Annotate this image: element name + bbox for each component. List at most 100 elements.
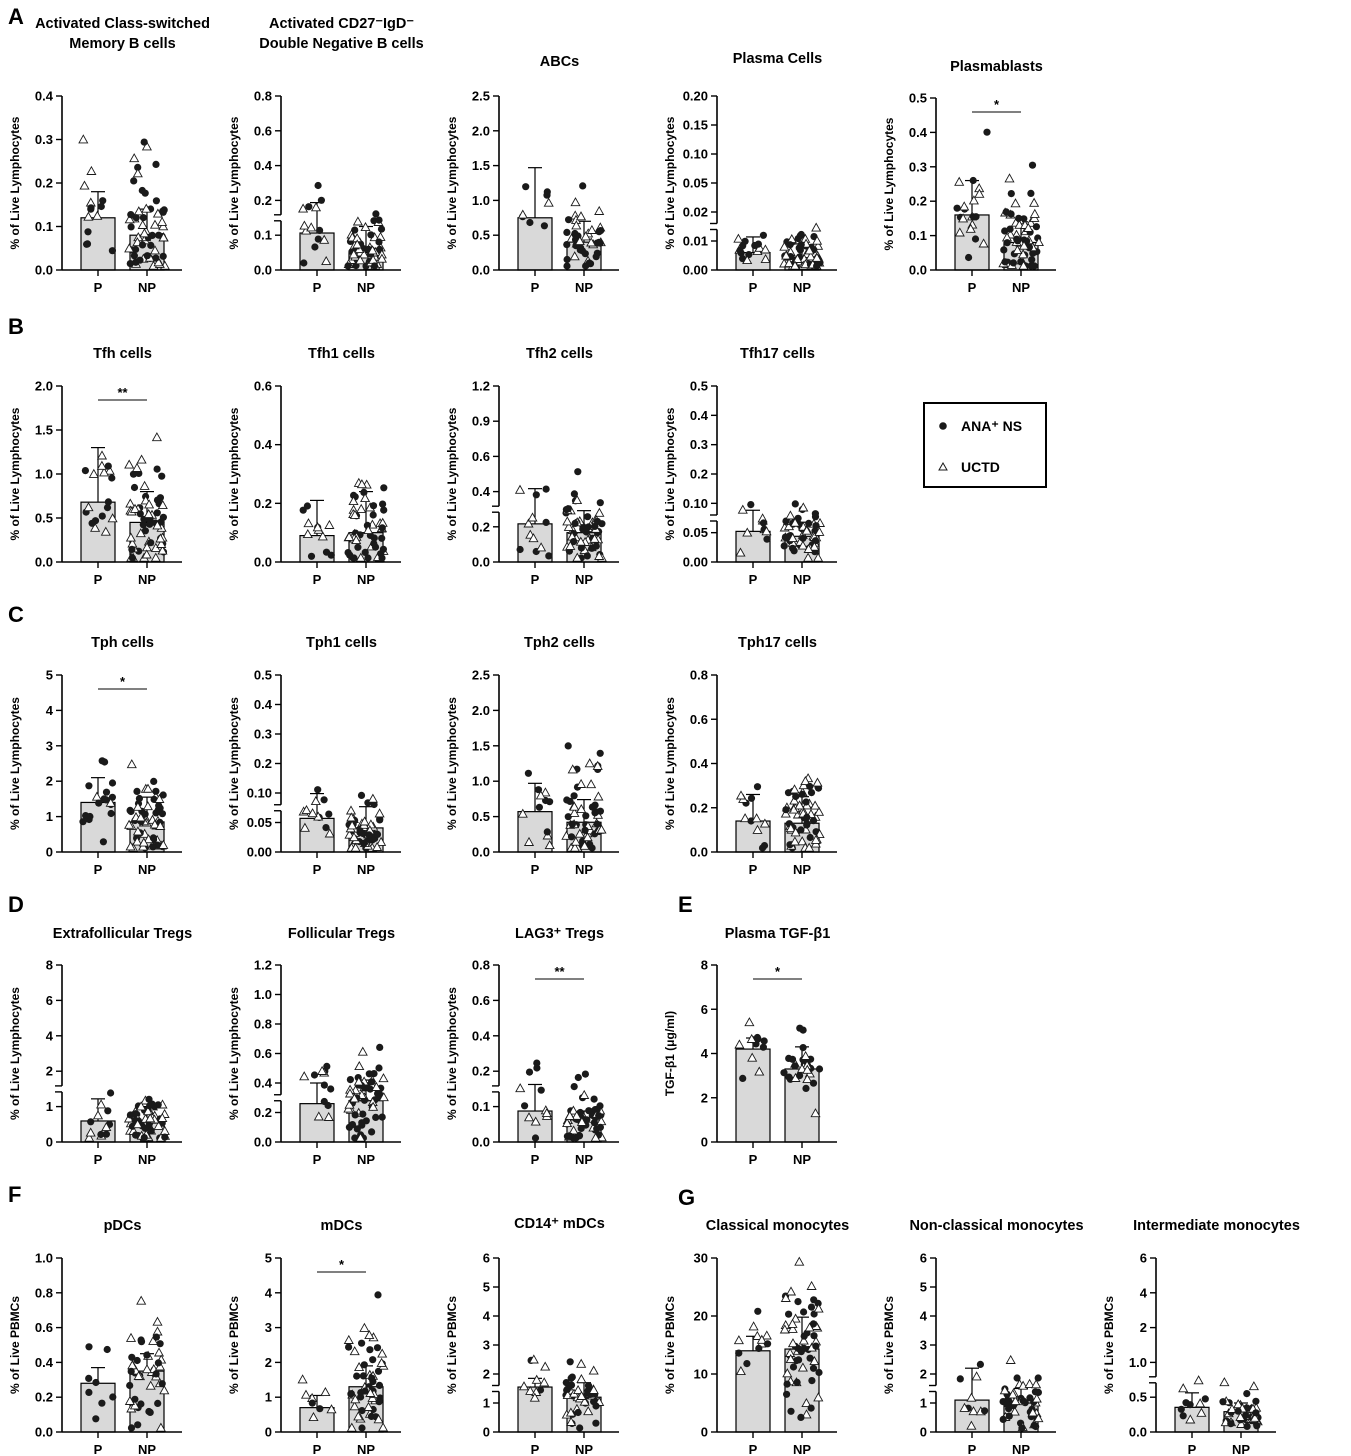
point-ana-ns: [570, 490, 579, 498]
point-ana-ns: [1009, 259, 1018, 267]
point-ana-ns: [155, 231, 163, 239]
point-ana-ns: [128, 545, 136, 554]
point-uctd: [514, 484, 526, 494]
point-ana-ns: [812, 1342, 820, 1350]
legend-marker-open-triangle: [938, 461, 948, 471]
point-uctd: [779, 241, 790, 251]
point-uctd: [351, 534, 362, 545]
x-tick-label-np: NP: [575, 572, 593, 587]
x-tick-label-np: NP: [575, 862, 593, 877]
point-uctd: [1029, 197, 1040, 207]
point-ana-ns: [563, 1385, 571, 1393]
chart-f2: mDCs % of Live PBMCs 0 1 2 3 4 5 P NP *: [227, 1218, 401, 1456]
point-ana-ns: [369, 502, 378, 510]
point-uctd: [562, 1117, 573, 1128]
point-ana-ns: [81, 467, 89, 475]
point-uctd: [372, 841, 383, 851]
point-uctd: [136, 454, 147, 464]
x-tick-label-p: P: [313, 1152, 322, 1167]
point-uctd: [143, 508, 154, 519]
point-ana-ns: [310, 1071, 319, 1079]
point-uctd: [129, 1400, 140, 1410]
point-ana-ns: [354, 543, 362, 551]
point-ana-ns: [593, 1125, 601, 1133]
point-ana-ns: [543, 191, 551, 199]
point-uctd: [324, 519, 335, 529]
point-ana-ns: [85, 1343, 93, 1351]
point-ana-ns: [344, 262, 352, 270]
y-axis-title: % of Live Lymphocytes: [227, 697, 241, 830]
point-ana-ns: [361, 1387, 369, 1395]
point-ana-ns: [380, 484, 388, 492]
point-ana-ns: [148, 1100, 156, 1108]
y-tick-label: 0.3: [690, 437, 708, 452]
point-uctd: [297, 1374, 308, 1384]
point-ana-ns: [522, 183, 530, 191]
point-ana-ns: [104, 462, 112, 470]
chart-title-line: CD14⁺ mDCs: [514, 1216, 605, 1232]
chart-d1: Extrafollicular Tregs % of Live Lymphocyt…: [8, 926, 192, 1167]
point-ana-ns: [794, 1298, 802, 1306]
point-uctd: [800, 1050, 811, 1060]
point-ana-ns: [99, 197, 107, 205]
point-ana-ns: [591, 801, 599, 809]
point-uctd: [313, 1111, 324, 1121]
chart-title: Tfh2 cells: [526, 346, 593, 362]
point-ana-ns: [325, 810, 333, 818]
point-uctd: [754, 1066, 765, 1076]
point-uctd: [141, 203, 152, 213]
point-uctd: [92, 210, 103, 220]
point-uctd: [155, 533, 166, 543]
point-uctd: [797, 540, 808, 550]
point-ana-ns: [588, 844, 596, 852]
point-uctd: [1185, 1414, 1196, 1424]
point-ana-ns: [126, 1111, 134, 1119]
point-uctd: [756, 1334, 767, 1344]
point-uctd: [133, 1370, 144, 1380]
point-ana-ns: [152, 787, 160, 795]
point-uctd: [593, 791, 604, 801]
point-ana-ns: [85, 1374, 93, 1382]
y-tick-label: 0.4: [254, 437, 273, 452]
point-uctd: [153, 1120, 164, 1130]
y-tick-label: 1.0: [472, 193, 490, 208]
point-ana-ns: [140, 138, 148, 146]
axis-break-gap: [60, 1085, 64, 1092]
point-uctd: [303, 518, 314, 528]
significance-label: *: [339, 1257, 345, 1272]
y-tick-label: 0.0: [690, 845, 708, 860]
point-uctd: [571, 1110, 582, 1120]
point-uctd: [563, 521, 574, 531]
chart-title-line: Tph17 cells: [738, 635, 817, 651]
point-ana-ns: [358, 1407, 366, 1415]
y-tick-label: 0.0: [472, 263, 490, 278]
point-uctd: [363, 1401, 374, 1411]
point-uctd: [157, 545, 168, 555]
point-ana-ns: [360, 488, 368, 496]
point-ana-ns: [763, 535, 771, 543]
chart-c3: Tph2 cells % of Live Lymphocytes 0.0 0.5 1.0…: [445, 635, 619, 877]
point-ana-ns: [370, 800, 378, 809]
y-tick-label: 6: [701, 1002, 708, 1017]
point-uctd: [801, 1397, 812, 1408]
y-tick-label: 2: [46, 1064, 53, 1079]
point-ana-ns: [806, 833, 814, 842]
point-uctd: [132, 826, 143, 836]
point-uctd: [368, 1101, 379, 1111]
point-ana-ns: [141, 1124, 149, 1132]
point-ana-ns: [793, 1378, 801, 1386]
point-uctd: [1031, 1393, 1042, 1403]
point-ana-ns: [797, 230, 805, 239]
y-tick-label: 0.4: [472, 1028, 491, 1043]
y-tick-label: 0.05: [683, 525, 708, 540]
point-ana-ns: [592, 1419, 600, 1427]
y-tick-label: 0.2: [254, 193, 272, 208]
x-tick-label-p: P: [749, 1152, 758, 1167]
point-ana-ns: [376, 816, 384, 824]
point-ana-ns: [127, 223, 135, 231]
point-ana-ns: [109, 1393, 117, 1401]
point-uctd: [357, 1046, 368, 1056]
y-tick-label: 0.0: [254, 263, 272, 278]
point-ana-ns: [314, 786, 322, 794]
point-uctd: [528, 1354, 539, 1364]
